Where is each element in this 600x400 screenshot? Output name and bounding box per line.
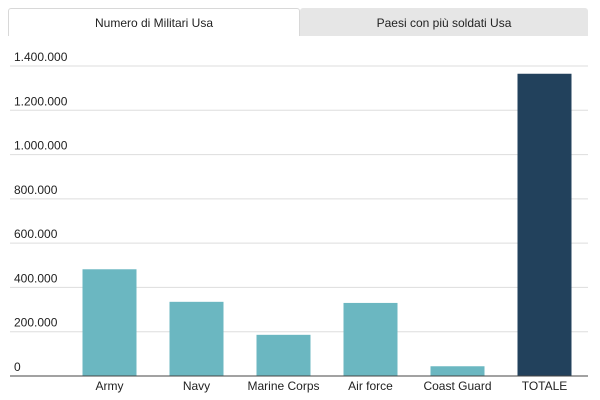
y-tick-label: 0 [14,360,21,374]
tab-numero-militari[interactable]: Numero di Militari Usa [8,8,300,36]
y-tick-label: 400.000 [14,271,58,285]
x-tick-label: Marine Corps [247,379,319,393]
y-tick-label: 1.000.000 [14,139,68,153]
chart-tabs: Numero di Militari Usa Paesi con più sol… [8,8,588,36]
bar-army [82,269,137,376]
bar-marine-corps [256,334,311,376]
y-tick-label: 200.000 [14,316,58,330]
bar-totale [517,73,572,376]
x-tick-label: TOTALE [522,379,568,393]
y-tick-label: 600.000 [14,227,58,241]
bar-air-force [343,302,398,376]
y-tick-label: 800.000 [14,183,58,197]
tab-paesi-soldati[interactable]: Paesi con più soldati Usa [300,8,588,36]
x-tick-label: Army [96,379,124,393]
x-tick-label: Navy [183,379,210,393]
bar-navy [169,301,224,376]
bar-coast-guard [430,366,485,376]
x-tick-label: Air force [348,379,393,393]
y-tick-label: 1.200.000 [14,94,68,108]
x-tick-label: Coast Guard [423,379,491,393]
y-tick-label: 1.400.000 [14,50,68,64]
